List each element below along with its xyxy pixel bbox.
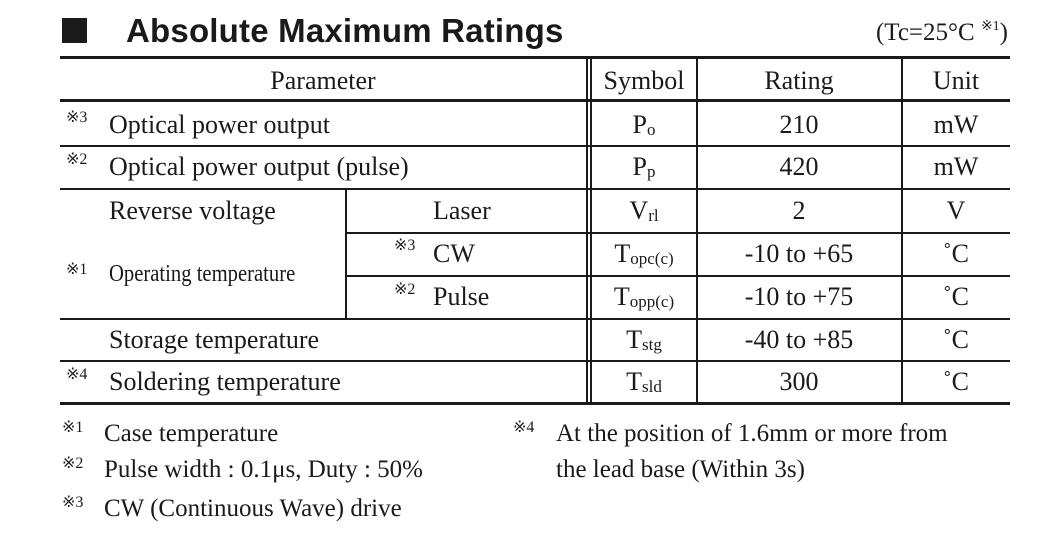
parameter-cell: Storage temperature <box>109 325 320 354</box>
row-rule <box>60 188 1010 190</box>
section-bullet-icon <box>62 18 87 43</box>
table-top-rule <box>60 56 1010 59</box>
note-mark: ※3 <box>66 109 88 126</box>
symbol-cell: Tstg <box>626 325 662 354</box>
note-mark: ※1 <box>66 261 88 278</box>
note-mark: ※4 <box>66 366 88 383</box>
footnote-mark: ※3 <box>62 494 84 511</box>
column-header-symbol: Symbol <box>603 66 685 95</box>
symbol-cell: Topp(c) <box>613 282 675 311</box>
row-rule <box>345 275 1010 277</box>
rating-cell: -40 to +85 <box>744 325 854 354</box>
column-divider <box>696 58 698 404</box>
sub-column-divider <box>345 188 347 318</box>
section-title: Absolute Maximum Ratings <box>126 12 564 49</box>
unit-cell: ˚C <box>943 239 969 268</box>
symbol-cell: Vrl <box>629 196 659 225</box>
footnote-text: Pulse width : 0.1μs, Duty : 50% <box>104 456 423 483</box>
symbol-cell: Tsld <box>626 367 662 396</box>
footnote-mark: ※2 <box>62 455 84 472</box>
footnote-text: CW (Continuous Wave) drive <box>104 495 402 522</box>
sub-parameter-cell: Pulse <box>433 282 490 311</box>
unit-cell: mW <box>933 152 979 181</box>
parameter-cell: Soldering temperature <box>109 367 341 396</box>
row-rule <box>60 145 1010 147</box>
sub-note-mark: ※3 <box>394 237 416 254</box>
row-rule <box>345 232 1010 234</box>
rating-cell: 300 <box>779 367 819 396</box>
row-rule <box>60 318 1010 320</box>
parameter-cell: Optical power output <box>109 110 330 139</box>
condition-note-mark: ※1 <box>980 19 1000 34</box>
column-divider <box>901 58 903 404</box>
unit-cell: ˚C <box>943 282 969 311</box>
parameter-cell: Reverse voltage <box>109 196 276 225</box>
sub-note-mark: ※2 <box>394 281 416 298</box>
unit-cell: V <box>946 196 966 225</box>
footnote-mark: ※4 <box>513 419 535 436</box>
column-divider-double <box>586 58 588 404</box>
unit-cell: mW <box>933 110 979 139</box>
row-rule <box>60 360 1010 362</box>
symbol-cell: Po <box>632 110 656 139</box>
footnote-mark: ※1 <box>62 419 84 436</box>
header-bottom-rule <box>60 99 1010 102</box>
rating-cell: 2 <box>792 196 806 225</box>
column-divider-double <box>590 58 592 404</box>
test-condition: (Tc=25°C ※1) <box>875 19 1008 46</box>
column-header-parameter: Parameter <box>270 66 376 95</box>
column-header-rating: Rating <box>764 66 834 95</box>
rating-cell: 420 <box>779 152 819 181</box>
unit-cell: ˚C <box>943 367 969 396</box>
footnote-text: Case temperature <box>104 420 279 447</box>
rating-cell: -10 to +65 <box>744 239 854 268</box>
unit-cell: ˚C <box>943 325 969 354</box>
footnote-text: At the position of 1.6mm or more from <box>556 420 948 447</box>
sub-parameter-cell: Laser <box>433 196 491 225</box>
section-header: Absolute Maximum Ratings (Tc=25°C ※1) <box>60 8 1010 54</box>
parameter-cell: Optical power output (pulse) <box>109 152 409 181</box>
footnote-text-continued: the lead base (Within 3s) <box>556 456 805 483</box>
rating-cell: 210 <box>779 110 819 139</box>
parameter-cell: Operating temperature <box>109 261 296 287</box>
symbol-cell: Topc(c) <box>614 239 674 268</box>
table-bottom-rule <box>60 402 1010 405</box>
rating-cell: -10 to +75 <box>744 282 854 311</box>
note-mark: ※2 <box>66 151 88 168</box>
symbol-cell: Pp <box>632 152 656 181</box>
sub-parameter-cell: CW <box>433 239 475 268</box>
column-header-unit: Unit <box>932 66 980 95</box>
